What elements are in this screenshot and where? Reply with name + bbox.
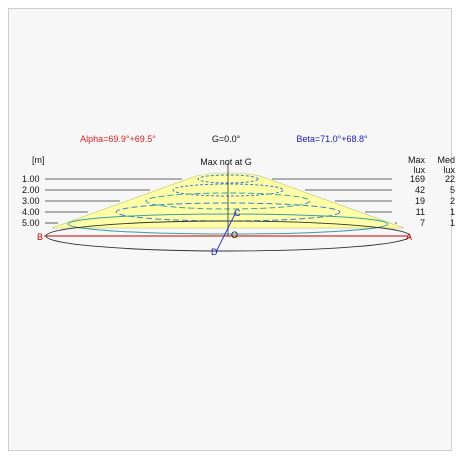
point-a-label: A <box>406 232 412 242</box>
axis-c-d <box>215 211 237 253</box>
max-unit: lux <box>413 165 425 175</box>
diagram-frame <box>8 8 452 451</box>
med-value-4: 1 <box>450 207 455 217</box>
max-value-2: 42 <box>415 185 425 195</box>
height-reference-lines <box>45 178 397 224</box>
med-value-2: 5 <box>450 185 455 195</box>
height-label-5: 5.00 <box>22 218 40 228</box>
height-label-1: 1.00 <box>22 174 40 184</box>
alpha-label: Alpha=69.9°+69.5° <box>80 134 156 144</box>
max-value-5: 7 <box>420 218 425 228</box>
gamma-label: G=0.0° <box>212 134 241 144</box>
unit-label: [m] <box>32 155 45 165</box>
beta-label: Beta=71.0°+68.8° <box>296 134 368 144</box>
max-value-4: 11 <box>416 207 425 217</box>
max-value-3: 19 <box>415 196 425 206</box>
point-o-label: O <box>231 230 238 240</box>
med-header: Med <box>437 155 455 165</box>
height-label-2: 2.00 <box>22 185 40 195</box>
med-value-3: 2 <box>450 196 455 206</box>
height-label-3: 3.00 <box>22 196 40 206</box>
point-b-label: B <box>37 232 43 242</box>
med-value-5: 1 <box>450 218 455 228</box>
max-value-1: 169 <box>410 174 425 184</box>
max-header: Max <box>408 155 426 165</box>
point-d-label: D <box>211 247 218 257</box>
med-value-1: 22 <box>445 174 455 184</box>
height-label-4: 4.00 <box>22 207 40 217</box>
med-unit: lux <box>443 165 455 175</box>
max-not-at-g-label: Max not at G <box>200 157 252 167</box>
point-c-label: C <box>234 208 241 218</box>
